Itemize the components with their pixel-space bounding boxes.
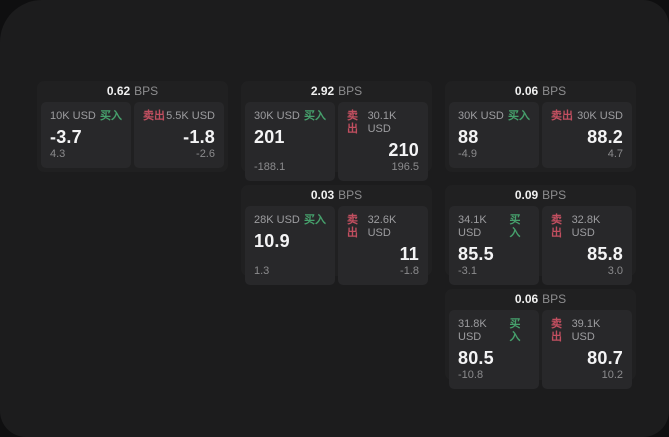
sell-amount: 30K USD (577, 110, 623, 122)
bps-spread-header: 0.06 BPS (449, 81, 632, 102)
buy-delta: -4.9 (458, 148, 477, 160)
buy-delta: 1.3 (254, 265, 270, 277)
card-body: 30K USD 买入 88 -4.9 卖出 30K USD 88.2 4.7 (449, 102, 632, 168)
buy-panel[interactable]: 28K USD 买入 10.9 1.3 (245, 206, 335, 285)
buy-panel[interactable]: 30K USD 买入 88 -4.9 (449, 102, 539, 168)
quote-card-2: 2.92 BPS 30K USD 买入 201 -188.1 卖出 30.1K U… (241, 81, 432, 181)
buy-tag: 买入 (509, 214, 521, 239)
sell-panel[interactable]: 卖出 5.5K USD -1.8 -2.6 (134, 102, 224, 168)
bps-spread-header: 0.06 BPS (449, 289, 632, 310)
bps-spread-header: 0.03 BPS (245, 185, 428, 206)
bps-value: 0.06 (514, 84, 539, 98)
buy-tag: 买入 (304, 214, 326, 226)
card-body: 28K USD 买入 10.9 1.3 卖出 32.6K USD 11 -1.8 (245, 206, 428, 285)
quote-card-5: 0.09 BPS 34.1K USD 买入 85.5 -3.1 卖出 32.8K … (445, 185, 636, 285)
bps-value: 2.92 (310, 84, 335, 98)
bps-spread-header: 2.92 BPS (245, 81, 428, 102)
buy-amount: 30K USD (458, 110, 504, 122)
sell-tag: 卖出 (347, 214, 358, 239)
sell-tag: 卖出 (551, 318, 562, 343)
buy-amount: 31.8K USD (458, 318, 487, 343)
buy-delta: -188.1 (254, 161, 286, 173)
sell-amount: 39.1K USD (571, 318, 601, 343)
card-body: 34.1K USD 买入 85.5 -3.1 卖出 32.8K USD 85.8… (449, 206, 632, 285)
bps-unit-label: BPS (134, 84, 159, 98)
bps-unit-label: BPS (542, 292, 567, 306)
sell-delta: -2.6 (196, 148, 215, 160)
quote-card-3: 0.06 BPS 30K USD 买入 88 -4.9 卖出 30K USD (445, 81, 636, 172)
sell-panel[interactable]: 卖出 30K USD 88.2 4.7 (542, 102, 632, 168)
sell-price: 85.8 (587, 244, 623, 264)
buy-price: -3.7 (50, 127, 82, 147)
buy-price: 85.5 (458, 244, 494, 264)
quote-card-1: 0.62 BPS 10K USD 买入 -3.7 4.3 卖出 5.5K USD (37, 81, 228, 172)
sell-price: -1.8 (183, 127, 215, 147)
sell-delta: 196.5 (391, 161, 419, 173)
sell-price: 88.2 (587, 127, 623, 147)
buy-tag: 买入 (508, 110, 530, 122)
sell-panel[interactable]: 卖出 39.1K USD 80.7 10.2 (542, 310, 632, 389)
sell-panel[interactable]: 卖出 30.1K USD 210 196.5 (338, 102, 428, 181)
buy-tag: 买入 (100, 110, 122, 122)
sell-panel[interactable]: 卖出 32.6K USD 11 -1.8 (338, 206, 428, 285)
buy-amount: 34.1K USD (458, 214, 487, 239)
sell-price: 210 (388, 140, 419, 160)
sell-amount: 32.6K USD (367, 214, 397, 239)
bps-value: 0.09 (514, 188, 539, 202)
bps-value: 0.06 (514, 292, 539, 306)
card-body: 30K USD 买入 201 -188.1 卖出 30.1K USD 210 1… (245, 102, 428, 181)
buy-amount: 10K USD (50, 110, 96, 122)
buy-amount: 30K USD (254, 110, 300, 122)
bps-value: 0.03 (310, 188, 335, 202)
buy-panel[interactable]: 34.1K USD 买入 85.5 -3.1 (449, 206, 539, 285)
sell-delta: 3.0 (607, 265, 623, 277)
buy-tag: 买入 (509, 318, 521, 343)
sell-delta: 10.2 (601, 369, 623, 381)
buy-amount: 28K USD (254, 214, 300, 226)
buy-tag: 买入 (304, 110, 326, 122)
quote-card-4: 0.03 BPS 28K USD 买入 10.9 1.3 卖出 32.6K USD (241, 185, 432, 285)
sell-delta: -1.8 (400, 265, 419, 277)
bps-unit-label: BPS (338, 84, 363, 98)
sell-tag: 卖出 (347, 110, 358, 135)
bps-value: 0.62 (106, 84, 131, 98)
bps-spread-header: 0.09 BPS (449, 185, 632, 206)
card-body: 31.8K USD 买入 80.5 -10.8 卖出 39.1K USD 80.… (449, 310, 632, 389)
sell-amount: 32.8K USD (571, 214, 601, 239)
buy-price: 80.5 (458, 348, 494, 368)
quote-card-6: 0.06 BPS 31.8K USD 买入 80.5 -10.8 卖出 39.1K… (445, 289, 636, 389)
bps-unit-label: BPS (542, 188, 567, 202)
bps-unit-label: BPS (338, 188, 363, 202)
buy-price: 10.9 (254, 231, 290, 251)
sell-tag: 卖出 (551, 110, 573, 122)
quote-cards-grid: 0.62 BPS 10K USD 买入 -3.7 4.3 卖出 5.5K USD (37, 81, 636, 389)
card-body: 10K USD 买入 -3.7 4.3 卖出 5.5K USD -1.8 -2.… (41, 102, 224, 168)
buy-panel[interactable]: 31.8K USD 买入 80.5 -10.8 (449, 310, 539, 389)
sell-amount: 30.1K USD (367, 110, 397, 135)
buy-panel[interactable]: 30K USD 买入 201 -188.1 (245, 102, 335, 181)
buy-price: 88 (458, 127, 479, 147)
buy-delta: -10.8 (458, 369, 484, 381)
sell-delta: 4.7 (607, 148, 623, 160)
sell-price: 11 (399, 244, 419, 264)
bps-spread-header: 0.62 BPS (41, 81, 224, 102)
buy-price: 201 (254, 127, 285, 147)
buy-delta: -3.1 (458, 265, 477, 277)
buy-delta: 4.3 (50, 148, 66, 160)
sell-price: 80.7 (587, 348, 623, 368)
sell-panel[interactable]: 卖出 32.8K USD 85.8 3.0 (542, 206, 632, 285)
buy-panel[interactable]: 10K USD 买入 -3.7 4.3 (41, 102, 131, 168)
sell-tag: 卖出 (143, 110, 165, 122)
sell-amount: 5.5K USD (166, 110, 215, 122)
bps-unit-label: BPS (542, 84, 567, 98)
sell-tag: 卖出 (551, 214, 562, 239)
